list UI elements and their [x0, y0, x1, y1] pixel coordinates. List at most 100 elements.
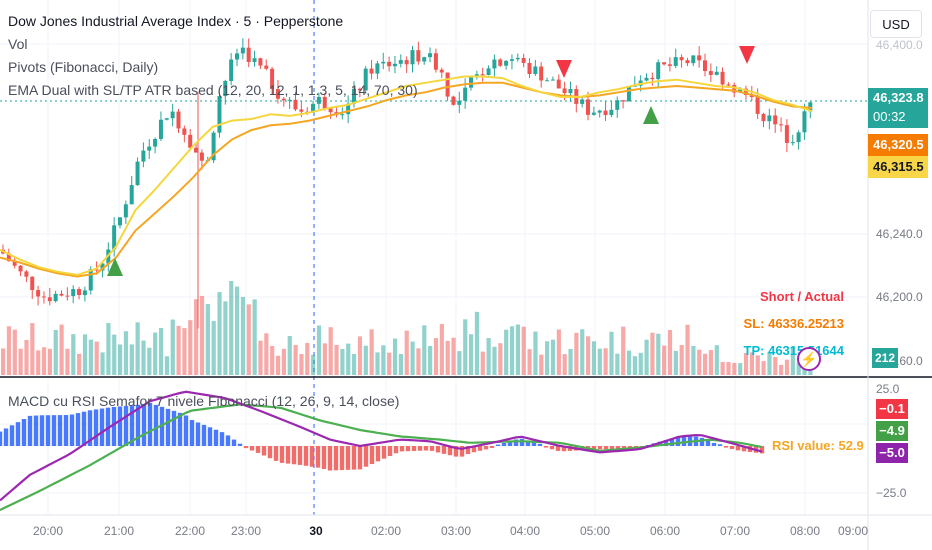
- histogram-bar: [267, 446, 273, 459]
- volume-bar: [773, 357, 778, 375]
- volume-value-tag: 212: [872, 348, 898, 368]
- volume-bar: [790, 346, 795, 375]
- volume-bar: [784, 359, 790, 375]
- volume-bar: [182, 328, 187, 375]
- volume-bar: [638, 352, 643, 375]
- volume-bar: [158, 327, 164, 375]
- volume-bar: [205, 304, 210, 375]
- volume-bar: [568, 348, 573, 375]
- candle-body: [88, 269, 93, 291]
- macd-indicator-label[interactable]: MACD cu RSI Semafor 7 nivele Fibonacci (…: [8, 393, 400, 409]
- candle-body: [375, 63, 380, 74]
- volume-bar: [708, 350, 714, 375]
- volume-bar: [346, 343, 351, 375]
- histogram-bar: [357, 446, 363, 470]
- candle-body: [24, 271, 29, 277]
- candle-body: [609, 109, 614, 116]
- candle-body: [667, 64, 672, 66]
- volume-bar: [240, 296, 246, 375]
- volume-bar: [691, 345, 696, 375]
- volume-bar: [703, 353, 708, 375]
- volume-bar: [545, 341, 550, 375]
- candle-body: [615, 100, 620, 110]
- lightning-icon[interactable]: ⚡: [797, 347, 821, 371]
- histogram-bar: [213, 429, 219, 446]
- candle-body: [258, 58, 263, 66]
- volume-bar: [129, 344, 134, 375]
- histogram-bar: [243, 446, 249, 449]
- candle-body: [404, 60, 409, 65]
- volume-bar: [176, 325, 181, 375]
- strategy-tp-label: TP: 46315.51644: [743, 343, 844, 358]
- volume-bar: [18, 348, 23, 375]
- volume-bar: [509, 326, 515, 375]
- time-axis-label: 30: [309, 524, 323, 538]
- histogram-bar: [99, 408, 105, 446]
- candle-body: [94, 269, 99, 271]
- candle-body: [328, 108, 333, 113]
- histogram-bar: [435, 446, 441, 453]
- volume-bar: [422, 325, 427, 375]
- vol-indicator-label[interactable]: Vol: [8, 36, 28, 52]
- candle-body: [451, 96, 456, 105]
- currency-button[interactable]: USD: [870, 10, 922, 38]
- signal-value-tag: −4.9: [876, 421, 908, 441]
- volume-bar: [59, 324, 64, 375]
- candle-body: [428, 53, 433, 58]
- volume-bar: [492, 346, 497, 375]
- histogram-bar: [597, 446, 603, 450]
- time-axis-label: 21:00: [103, 524, 135, 538]
- histogram-bar: [609, 446, 615, 450]
- histogram-bar: [705, 440, 711, 446]
- volume-bar: [796, 362, 801, 375]
- volume-bar: [328, 327, 333, 375]
- histogram-bar: [15, 422, 21, 446]
- pivots-indicator-label[interactable]: Pivots (Fibonacci, Daily): [8, 59, 159, 75]
- volume-bar: [246, 304, 251, 375]
- volume-bar: [1, 348, 6, 375]
- volume-bar: [252, 299, 257, 375]
- histogram-bar: [87, 410, 93, 446]
- candle-body: [299, 109, 304, 112]
- ema-dual-indicator-label[interactable]: EMA Dual with SL/TP ATR based (12, 20, 1…: [8, 82, 418, 98]
- volume-bar: [311, 354, 316, 375]
- volume-bar: [398, 353, 403, 375]
- volume-bar: [761, 361, 766, 375]
- histogram-bar: [237, 443, 243, 446]
- candle-body: [726, 84, 731, 86]
- candle-body: [176, 111, 181, 129]
- volume-bar: [445, 340, 450, 375]
- candle-body: [270, 68, 275, 90]
- macd-axis-label: −25.0: [876, 486, 907, 500]
- histogram-bar: [39, 415, 45, 446]
- volume-bar: [673, 350, 678, 375]
- candle-body: [293, 99, 298, 110]
- histogram-bar: [165, 408, 171, 446]
- candle-body: [673, 57, 678, 66]
- volume-bar: [375, 352, 380, 375]
- histogram-bar: [447, 446, 453, 456]
- histogram-bar: [465, 446, 471, 455]
- candle-body: [246, 47, 251, 62]
- rsi-value-label: RSI value: 52.9: [772, 438, 864, 453]
- symbol-title[interactable]: Dow Jones Industrial Average Index · 5 ·…: [8, 13, 344, 29]
- histogram-bar: [225, 435, 231, 446]
- histogram-bar: [57, 415, 63, 446]
- histogram-bar: [105, 407, 111, 446]
- histogram-bar: [555, 446, 561, 451]
- volume-bar: [217, 292, 222, 375]
- histogram-bar: [51, 415, 57, 446]
- volume-bar: [428, 345, 433, 375]
- volume-bar: [275, 355, 281, 375]
- candle-body: [123, 204, 128, 218]
- candle-body: [603, 110, 608, 116]
- histogram-bar: [303, 446, 309, 466]
- candle-body: [521, 57, 526, 63]
- candle-body: [281, 98, 286, 101]
- volume-bar: [755, 355, 760, 375]
- histogram-bar: [405, 446, 411, 452]
- volume-bar: [316, 325, 322, 375]
- ema-fast-price-tag: 46,315.5: [868, 156, 928, 178]
- volume-bar: [480, 351, 485, 375]
